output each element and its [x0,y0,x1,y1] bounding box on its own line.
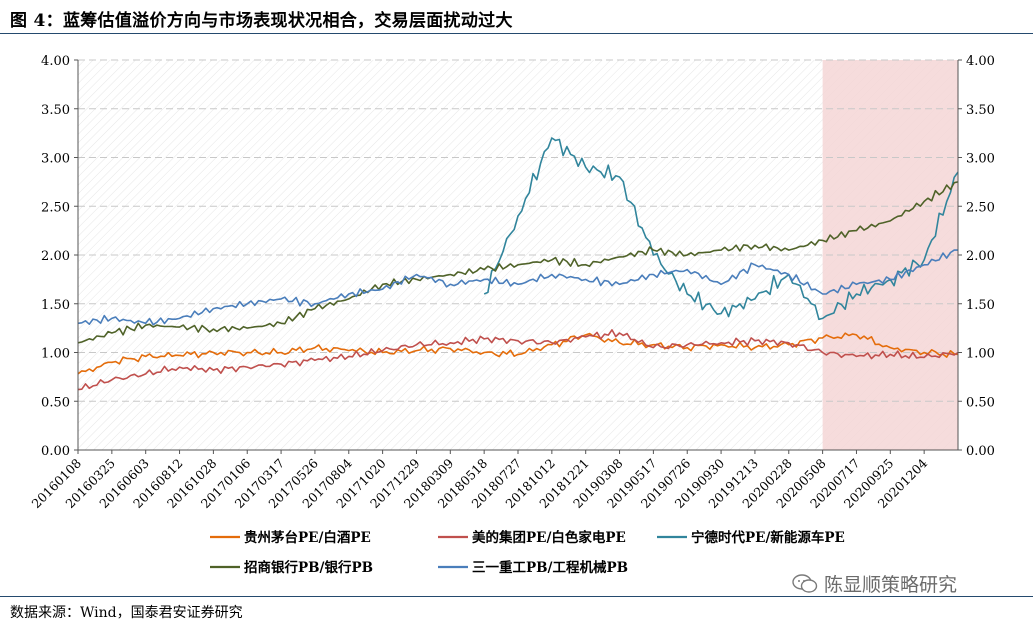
y-tick-label-left: 2.00 [41,249,70,264]
y-tick-label-right: 2.50 [966,200,995,215]
series-line-3 [483,137,959,321]
wechat-icon [792,574,818,593]
y-tick-label-left: 3.00 [41,152,70,167]
title-divider [0,33,1033,34]
y-tick-label-right: 3.50 [966,103,995,118]
legend-label-2: 美的集团PE/白色家电PE [472,529,626,546]
line-chart: 0.00 0.00 0.50 0.50 1.00 1.00 1.50 1.50 2.00 2.00… [29,54,995,574]
y-tick-label-right: 1.00 [966,347,995,362]
watermark: 陈显顺策略研究 [792,570,957,597]
y-tick-label-right: 4.00 [966,54,995,69]
source-note: 数据来源：Wind，国泰君安证券研究 [10,605,243,621]
legend-label-3: 宁德时代PE/新能源车PE [691,529,845,546]
series-line-4 [77,181,959,344]
series-lines [77,137,959,391]
y-tick-label-right: 1.50 [966,298,995,313]
y-tick-label-right: 0.00 [966,444,995,459]
series-line-2 [77,329,959,391]
y-tick-label-right: 0.50 [966,395,995,410]
y-tick-label-left: 1.00 [41,347,70,362]
y-tick-label-right: 2.00 [966,249,995,264]
shaded-period [822,60,958,450]
y-tick-label-right: 3.00 [966,152,995,167]
watermark-text: 陈显顺策略研究 [824,574,958,596]
footer-divider [0,596,1033,597]
y-tick-label-left: 3.50 [41,103,70,118]
series-line-1 [77,332,959,375]
y-tick-label-left: 1.50 [41,298,70,313]
y-tick-label-left: 0.50 [41,395,70,410]
y-tick-label-left: 0.00 [41,444,70,459]
gridlines [78,59,958,402]
series-line-5 [77,249,958,326]
legend-label-5: 三一重工PB/工程机械PB [472,559,628,574]
shaded-region [822,60,958,450]
legend-label-1: 贵州茅台PE/白酒PE [244,529,371,546]
legend: 贵州茅台PE/白酒PE 美的集团PE/白色家电PE 宁德时代PE/新能源车PE 招商银… [210,529,845,574]
y-tick-label-left: 2.50 [41,200,70,215]
y-tick-label-left: 4.00 [41,54,70,69]
chart-title: 图 4：蓝筹估值溢价方向与市场表现状况相合，交易层面扰动过大 [10,11,513,31]
legend-label-4: 招商银行PB/银行PB [244,559,373,574]
